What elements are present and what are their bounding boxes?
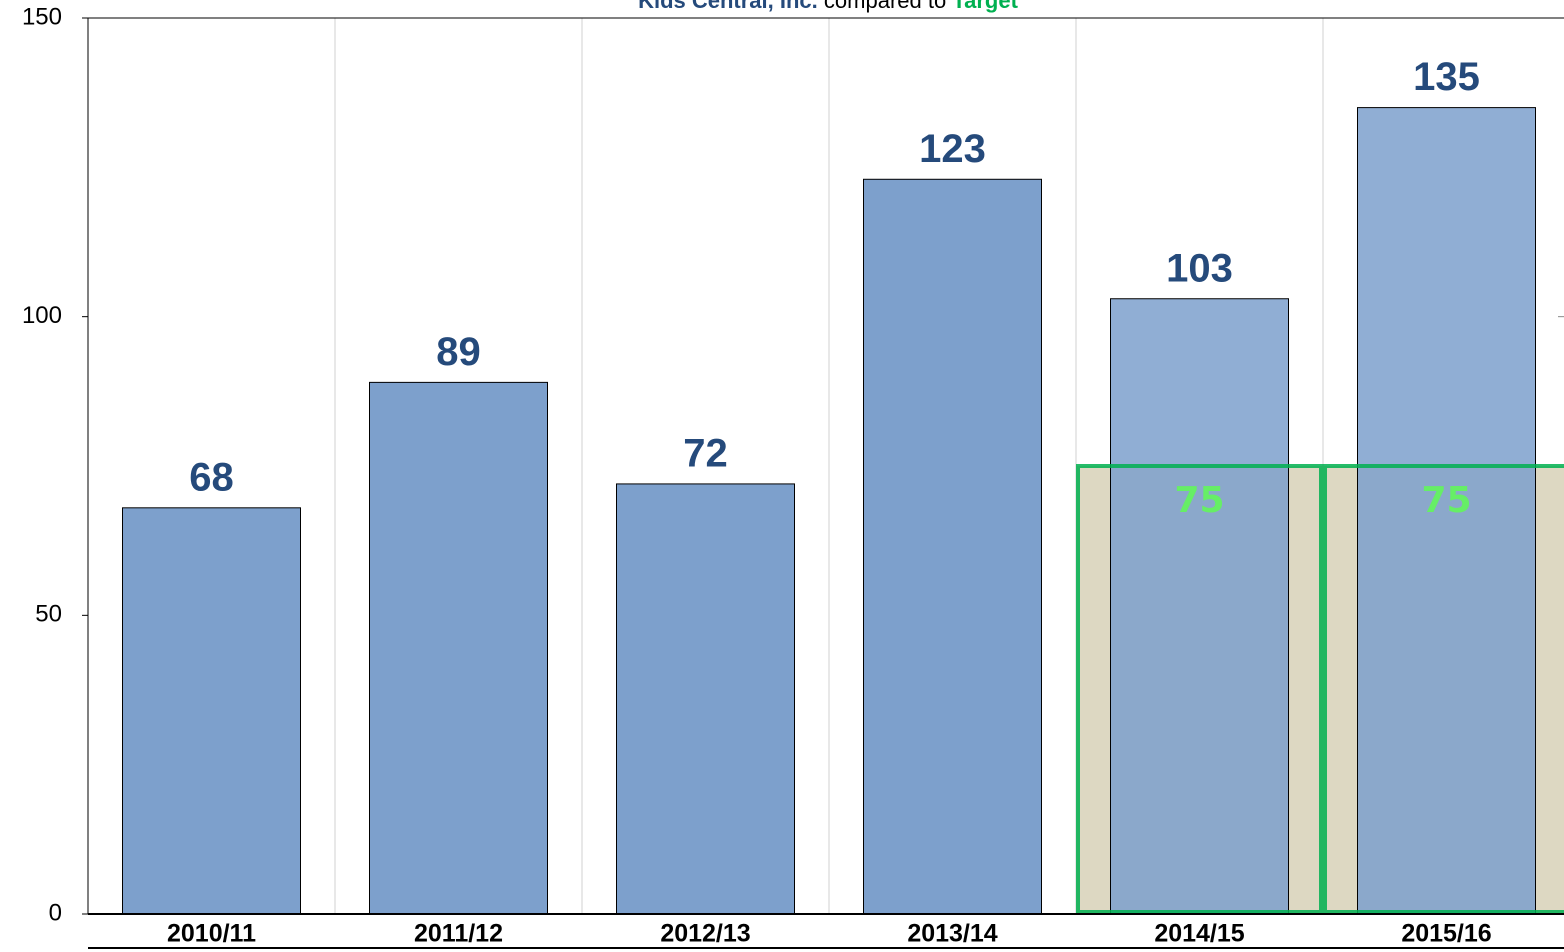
bar [616, 483, 795, 915]
y-tick-label: 150 [22, 3, 62, 30]
chart-title: Kids Central, Inc. compared to Target [638, 0, 1019, 13]
bar [369, 381, 548, 915]
target-outline [1076, 464, 1323, 914]
title-org: Kids Central, Inc. [638, 0, 818, 13]
x-tick-label: 2010/11 [167, 920, 256, 948]
y-tick-label: 0 [49, 899, 62, 926]
x-tick-label: 2015/16 [1401, 920, 1491, 948]
data-label: 68 [189, 455, 234, 499]
x-tick-label: 2014/15 [1154, 920, 1244, 948]
title-target: Target [952, 0, 1018, 13]
target-label: 75 [1174, 480, 1224, 521]
x-tick-label: 2012/13 [660, 920, 750, 948]
title-mid: compared to [824, 0, 946, 13]
x-tick-label: 2013/14 [907, 920, 997, 948]
x-tick-label: 2011/12 [414, 920, 503, 948]
data-label: 103 [1166, 246, 1233, 290]
y-tick-label: 100 [22, 302, 62, 329]
data-label: 123 [919, 127, 986, 171]
data-label: 135 [1413, 55, 1480, 99]
data-label: 72 [683, 431, 728, 475]
target-outline [1323, 464, 1564, 914]
data-label: 89 [436, 330, 481, 374]
bar [863, 178, 1042, 915]
bar [1357, 107, 1536, 915]
bar [1110, 298, 1289, 915]
bar [122, 507, 301, 915]
y-tick-label: 50 [35, 601, 62, 628]
target-label: 75 [1421, 480, 1471, 521]
